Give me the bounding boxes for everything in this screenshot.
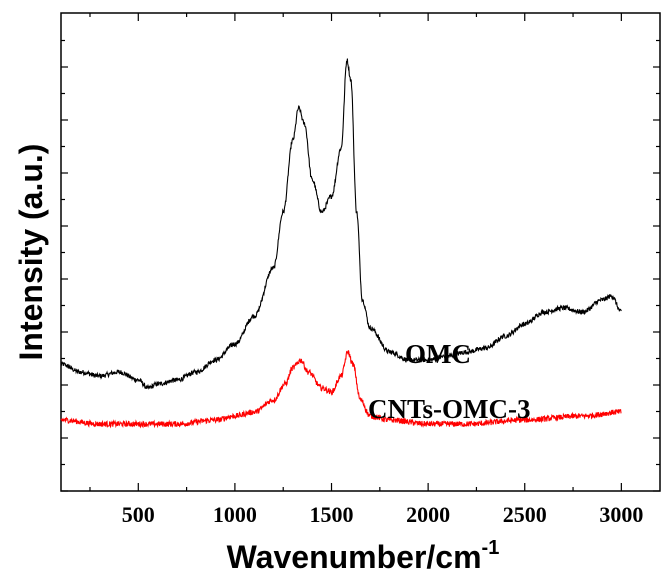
series-layer <box>60 58 622 429</box>
x-tick-label: 3000 <box>599 502 643 527</box>
plot-frame <box>60 12 661 492</box>
series-line-omc <box>60 58 622 390</box>
series-label-omc: OMC <box>405 339 471 369</box>
x-axis-title-text: Wavenumber/cm <box>227 539 482 575</box>
x-axis-title-superscript: -1 <box>482 537 500 559</box>
x-tick-label: 1500 <box>310 502 354 527</box>
x-tick-label: 2500 <box>503 502 547 527</box>
y-axis-title: Intensity (a.u.) <box>13 144 49 361</box>
y-axis-ticks <box>61 39 660 492</box>
x-tick-label: 2000 <box>406 502 450 527</box>
series-line-cnts-omc-3 <box>60 350 622 429</box>
x-tick-label: 1000 <box>213 502 257 527</box>
x-tick-label: 500 <box>122 502 155 527</box>
x-axis-title: Wavenumber/cm-1 <box>227 537 500 575</box>
series-label-cnts-omc-3: CNTs-OMC-3 <box>368 394 531 424</box>
x-axis-ticks: 500 1000 1500 2000 2500 3000 <box>89 13 643 527</box>
